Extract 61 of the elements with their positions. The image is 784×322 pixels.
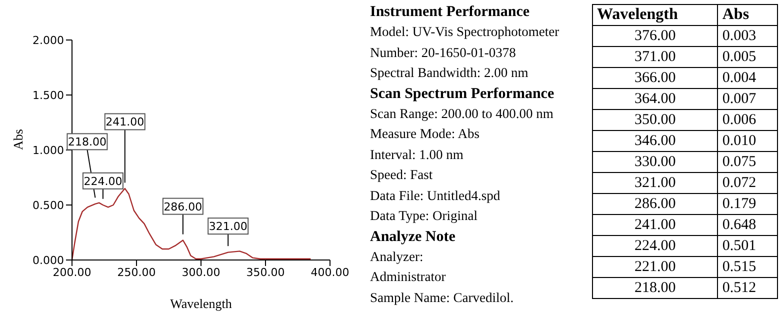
text: Abs xyxy=(718,4,778,26)
category-label: 330.00 xyxy=(592,152,718,172)
category-label: 286.00 xyxy=(592,194,718,214)
y-tick-label: 2.000 xyxy=(32,34,64,47)
y-tick-label: 1.000 xyxy=(32,144,64,157)
text: Number: 20-1650-01-0378 xyxy=(370,44,517,62)
text: Interval: 1.00 nm xyxy=(370,146,464,164)
text: Measure Mode: Abs xyxy=(370,125,480,143)
y-axis-title: Abs xyxy=(10,129,26,150)
category-label: 218.00 xyxy=(592,278,718,298)
category-label: 321.00 xyxy=(592,172,718,194)
text: Analyze Note xyxy=(370,228,456,246)
category-label: 346.00 xyxy=(592,130,718,152)
text: Data Type: Original xyxy=(370,207,479,225)
category-label: 350.00 xyxy=(592,110,718,130)
text: Instrument Performance xyxy=(370,3,531,22)
annotation: 321.00 xyxy=(208,220,248,234)
data-label: 0.003 xyxy=(718,26,778,46)
text: Scan Spectrum Performance xyxy=(370,84,556,104)
category-label: 366.00 xyxy=(592,68,718,88)
annotation: 224.00 xyxy=(84,174,122,188)
text: Speed: Fast xyxy=(370,166,434,184)
annotation: 241.00 xyxy=(106,116,144,129)
data-label: 0.007 xyxy=(718,88,778,110)
data-label: 0.005 xyxy=(718,46,778,68)
x-tick-label: 250.00 xyxy=(117,266,156,279)
category-label: 364.00 xyxy=(592,88,718,110)
data-label: 0.010 xyxy=(718,130,778,152)
category-label: 371.00 xyxy=(592,46,718,68)
y-tick-label: 0.000 xyxy=(32,254,64,267)
annotation: 218.00 xyxy=(68,136,106,149)
data-label: 0.501 xyxy=(718,236,778,256)
data-label: 0.075 xyxy=(718,152,778,172)
x-tick-label: 300.00 xyxy=(182,266,220,279)
text: Scan Range: 200.00 to 400.00 nm xyxy=(370,104,554,123)
text: Analyzer: xyxy=(370,248,424,266)
x-tick-label: 350.00 xyxy=(246,266,285,279)
category-label: 241.00 xyxy=(592,214,718,236)
category-label: 376.00 xyxy=(592,26,718,46)
text: Wavelength xyxy=(592,4,718,26)
data-label: 0.179 xyxy=(718,194,778,214)
x-axis-title: Wavelength xyxy=(170,296,232,311)
data-label: 0.004 xyxy=(718,68,778,88)
line-series xyxy=(72,188,312,260)
text: Data File: Untitled4.spd xyxy=(370,186,502,205)
data-label: 0.515 xyxy=(718,256,778,278)
data-label: 0.648 xyxy=(718,214,778,236)
text: Model: UV-Vis Spectrophotometer xyxy=(370,23,560,41)
x-tick-label: 200.00 xyxy=(52,266,92,279)
annotation: 286.00 xyxy=(164,200,202,214)
text: Sample Name: Carvedilol. xyxy=(370,288,515,307)
text: Administrator xyxy=(370,268,447,286)
x-tick-label: 400.00 xyxy=(310,266,350,279)
y-tick-label: 1.500 xyxy=(32,88,64,102)
category-label: 224.00 xyxy=(592,236,718,256)
y-tick-label: 0.500 xyxy=(32,198,64,212)
text: Spectral Bandwidth: 2.00 nm xyxy=(370,64,530,82)
data-label: 0.006 xyxy=(718,110,778,130)
data-label: 0.072 xyxy=(718,172,778,194)
category-label: 221.00 xyxy=(592,256,718,278)
data-label: 0.512 xyxy=(718,278,778,298)
